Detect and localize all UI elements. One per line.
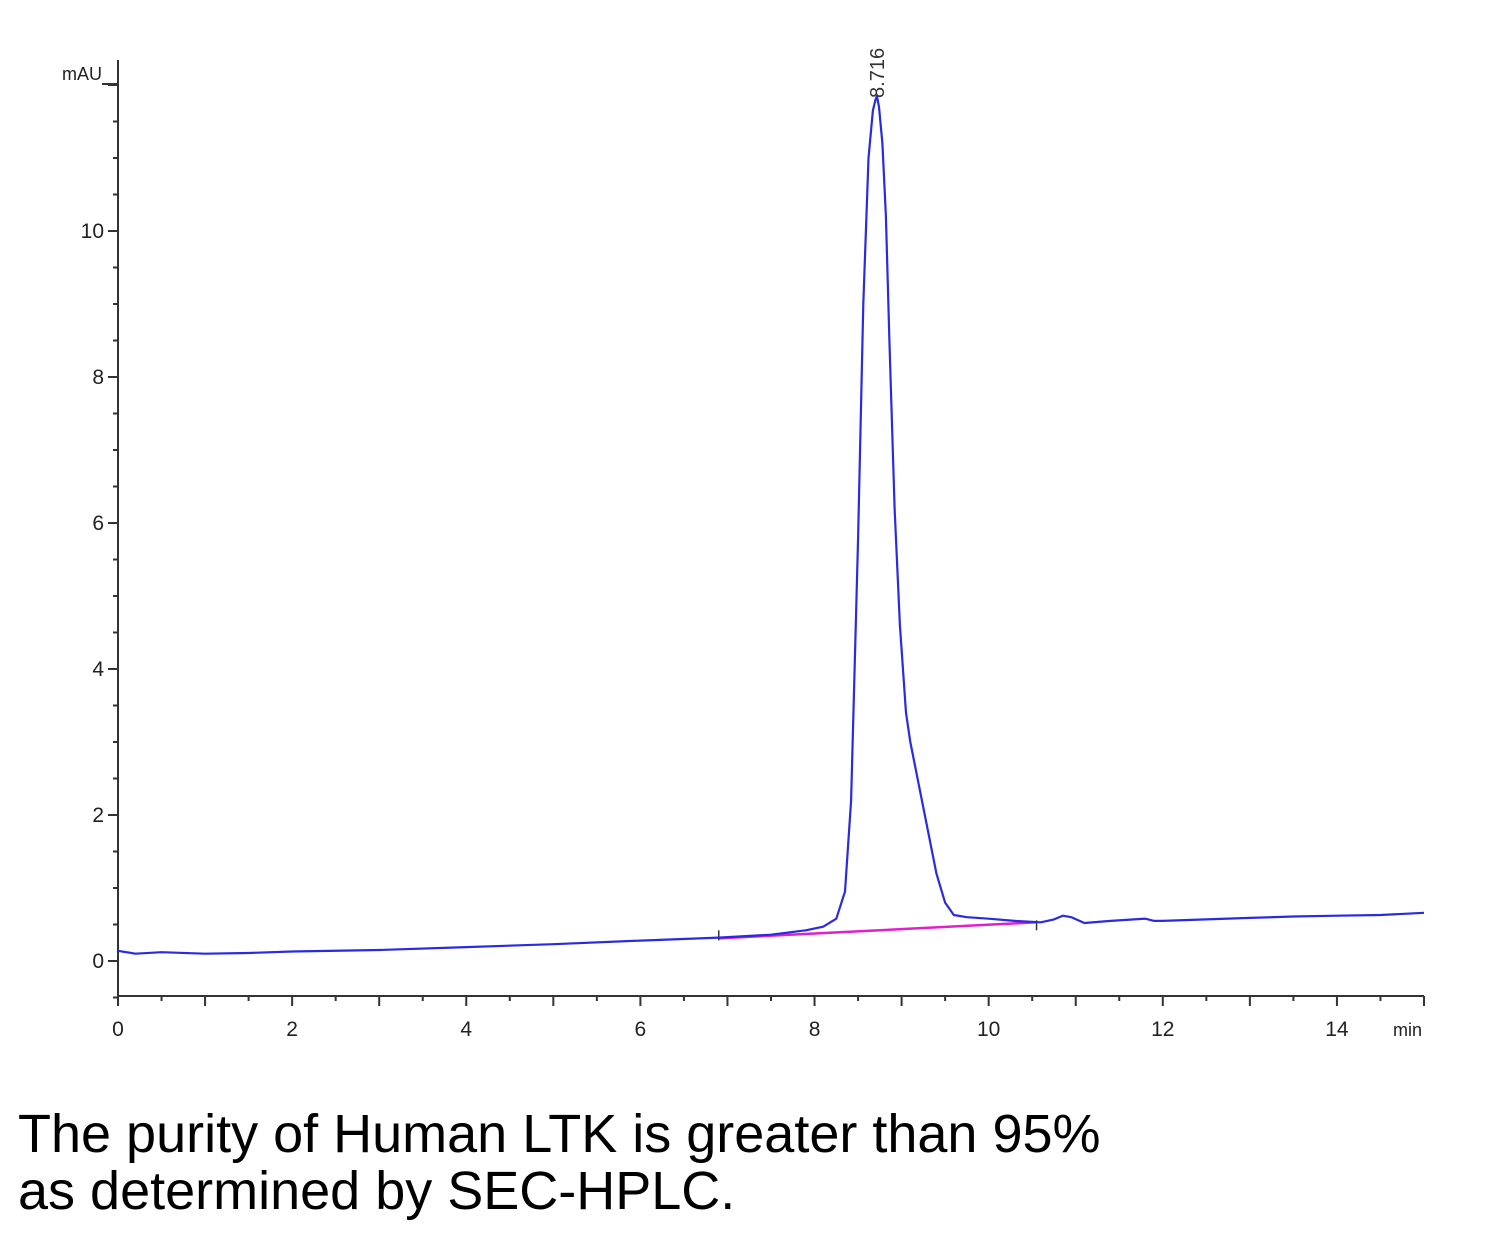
y-tick-label: 6 <box>92 512 104 535</box>
chromatogram-svg: 0 2 4 6 8 10 mAU 0 2 4 6 8 10 12 14 min 8.716 <box>62 48 1425 1041</box>
y-tick-label: 0 <box>92 950 104 973</box>
x-tick-label: 8 <box>809 1018 821 1041</box>
caption-line-2: as determined by SEC-HPLC. <box>18 1161 736 1222</box>
peak-retention-label: 8.716 <box>867 48 889 98</box>
x-tick-label: 2 <box>286 1018 298 1041</box>
x-tick-label: 4 <box>460 1018 472 1041</box>
y-unit-label: mAU <box>62 64 102 84</box>
x-tick-label: 14 <box>1325 1018 1349 1041</box>
x-unit-label: min <box>1393 1020 1422 1040</box>
series-line-0 <box>117 94 1425 955</box>
y-tick-label: 8 <box>92 366 104 389</box>
x-tick-label: 10 <box>977 1018 1000 1041</box>
x-tick-label: 6 <box>635 1018 647 1041</box>
x-tick-label: 0 <box>112 1018 124 1041</box>
y-tick-label: 2 <box>92 804 104 827</box>
x-tick-label: 12 <box>1151 1018 1174 1041</box>
chromatogram-chart: 0 2 4 6 8 10 mAU 0 2 4 6 8 10 12 14 min 8.716 <box>62 48 1425 1041</box>
y-tick-label: 4 <box>92 658 104 681</box>
caption-line-1: The purity of Human LTK is greater than … <box>18 1104 1101 1164</box>
y-tick-label: 10 <box>81 220 104 243</box>
caption: The purity of Human LTK is greater than … <box>18 1104 1478 1222</box>
